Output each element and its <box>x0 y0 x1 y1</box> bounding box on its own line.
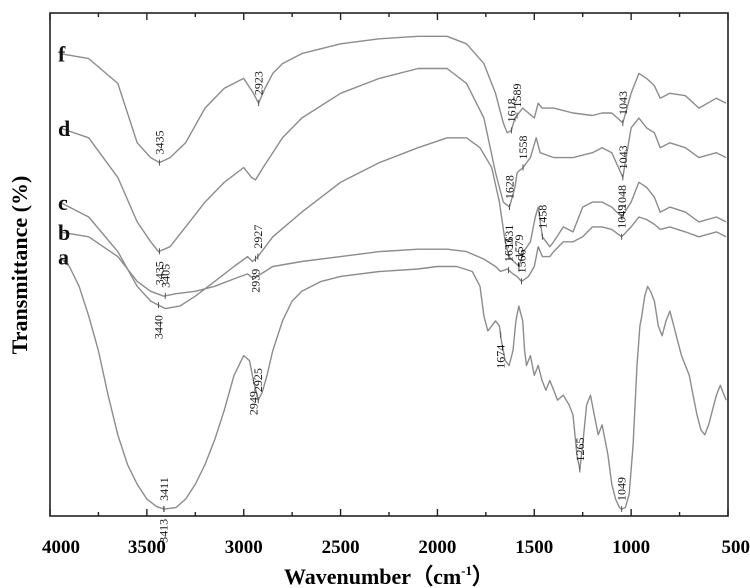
peak-label-c: 1048 <box>615 185 629 209</box>
peak-label-a: 2949 <box>247 391 261 415</box>
peak-label-b: 1566 <box>515 249 529 273</box>
series-label-f: f <box>58 42 66 67</box>
x-tick-label: 2000 <box>418 537 456 558</box>
trace-b <box>59 216 727 297</box>
x-tick-label: 3500 <box>128 537 166 558</box>
peak-label-d: 1558 <box>516 136 530 160</box>
x-axis-title: Wavenumber（cm-1） <box>284 563 494 588</box>
peak-label-f: 1043 <box>616 91 630 115</box>
x-tick-label: 4000 <box>42 537 80 558</box>
peak-label-b: 1633 <box>502 238 516 262</box>
x-tick-label: 3000 <box>225 537 263 558</box>
x-tick-label: 1500 <box>515 537 553 558</box>
peak-label-c: 1579 <box>512 235 526 259</box>
series-label-b: b <box>58 220 70 245</box>
peak-label-a: 1049 <box>615 477 629 501</box>
peak-label-f: 1618 <box>504 98 518 122</box>
peak-label-a: 1674 <box>494 345 508 369</box>
series-label-c: c <box>58 190 68 215</box>
peak-label-c: 2939 <box>249 269 263 293</box>
spectra-traces <box>59 35 727 510</box>
x-tick-label: 500 <box>722 537 750 558</box>
peak-label-b: 3405 <box>158 264 172 288</box>
peak-label-a: 3411 <box>157 477 171 501</box>
peak-label-f: 3435 <box>152 131 166 155</box>
peak-label-f: 2923 <box>252 71 266 95</box>
peak-label-c: 1631 <box>502 225 516 249</box>
x-tick-label: 2500 <box>322 537 360 558</box>
y-axis-title: Transmittance (%) <box>7 176 32 355</box>
peak-label-d: 3435 <box>152 261 166 285</box>
x-tick-label: 1000 <box>612 537 650 558</box>
peak-label-f: 1589 <box>510 84 524 108</box>
series-labels: f d cba <box>58 42 70 270</box>
peak-label-d: 1628 <box>502 175 516 199</box>
peak-label-c: 3440 <box>151 315 165 339</box>
trace-c <box>59 137 727 310</box>
x-axis-ticks <box>49 13 729 516</box>
peak-label-a: 2925 <box>251 368 265 392</box>
series-label-d: d <box>58 116 70 141</box>
peak-label-c: 2927 <box>251 225 265 249</box>
trace-d <box>59 67 727 253</box>
peak-label-a: 1265 <box>573 437 587 461</box>
trace-f <box>59 35 727 164</box>
x-axis-tick-labels: 4000 3500 3000 2500 2000 1500 1000 500 <box>42 537 750 558</box>
series-label-a: a <box>58 245 69 270</box>
peak-label-a: 3413 <box>157 519 171 543</box>
peak-markers <box>157 100 624 513</box>
peak-label-d: 1043 <box>616 145 630 169</box>
peak-label-c: 1458 <box>535 205 549 229</box>
peak-label-b: 1049 <box>615 205 629 229</box>
trace-a <box>59 256 727 510</box>
